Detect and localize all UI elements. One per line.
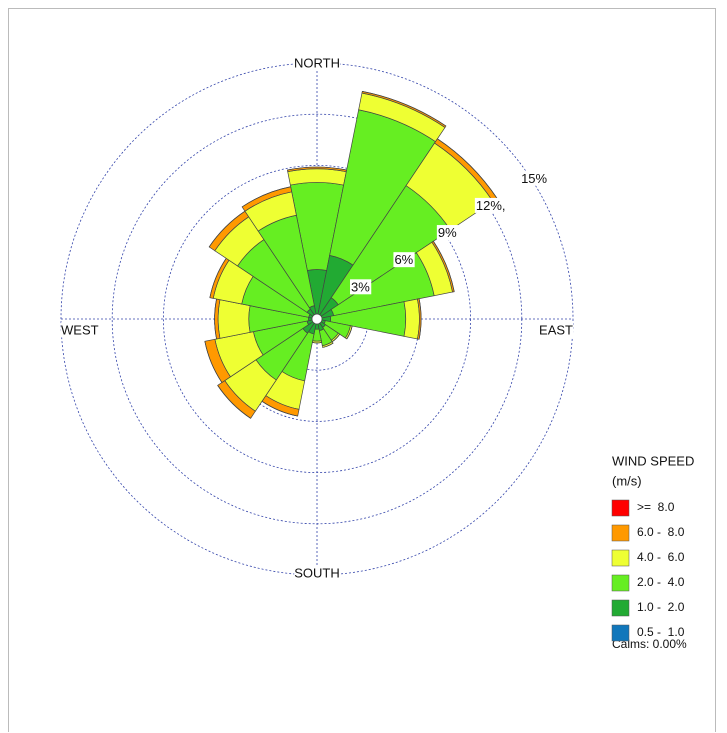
legend-title: WIND SPEED [612, 453, 694, 468]
direction-label-bg [539, 322, 574, 338]
frame [8, 8, 716, 732]
legend-swatch [611, 574, 630, 592]
legend-swatch [611, 499, 630, 517]
legend-label: 6.0 - 8.0 [637, 525, 685, 539]
ring-label-bg [350, 279, 372, 295]
direction-label: EAST [539, 322, 573, 337]
wedge-segment [418, 298, 422, 340]
ring-label: 3% [351, 279, 370, 294]
legend-swatch [611, 624, 630, 642]
wedge-segment [403, 298, 420, 340]
ring-label: 12%, [476, 198, 506, 213]
direction-label: NORTH [294, 55, 340, 70]
legend-label: 2.0 - 4.0 [637, 575, 685, 589]
direction-label-bg [294, 565, 340, 581]
ring-label-bg [393, 252, 415, 268]
ring-label-bg [436, 225, 459, 241]
legend-label: 0.5 - 1.0 [637, 625, 685, 639]
ring-label: 15% [521, 171, 547, 186]
direction-label: SOUTH [294, 565, 340, 580]
center [311, 313, 323, 325]
legend-swatch [611, 524, 630, 542]
legend-swatch [611, 599, 630, 617]
wedge-segment [217, 299, 251, 339]
ring-label: 9% [438, 225, 457, 240]
ring-label-bg [474, 197, 507, 213]
legend-label: 1.0 - 2.0 [637, 600, 685, 614]
legend-swatch [611, 549, 630, 567]
calms-note: Calms: 0.00% [612, 637, 687, 651]
ring-label: 6% [394, 252, 413, 267]
legend-label: >= 8.0 [637, 500, 675, 514]
legend-label: 4.0 - 6.0 [637, 550, 685, 564]
legend-unit: (m/s) [612, 473, 642, 488]
direction-label-bg [61, 322, 99, 338]
ring-label-bg [520, 170, 549, 186]
direction-label: WEST [61, 322, 99, 337]
wedge-segment [287, 168, 347, 186]
direction-label-bg [294, 55, 340, 71]
